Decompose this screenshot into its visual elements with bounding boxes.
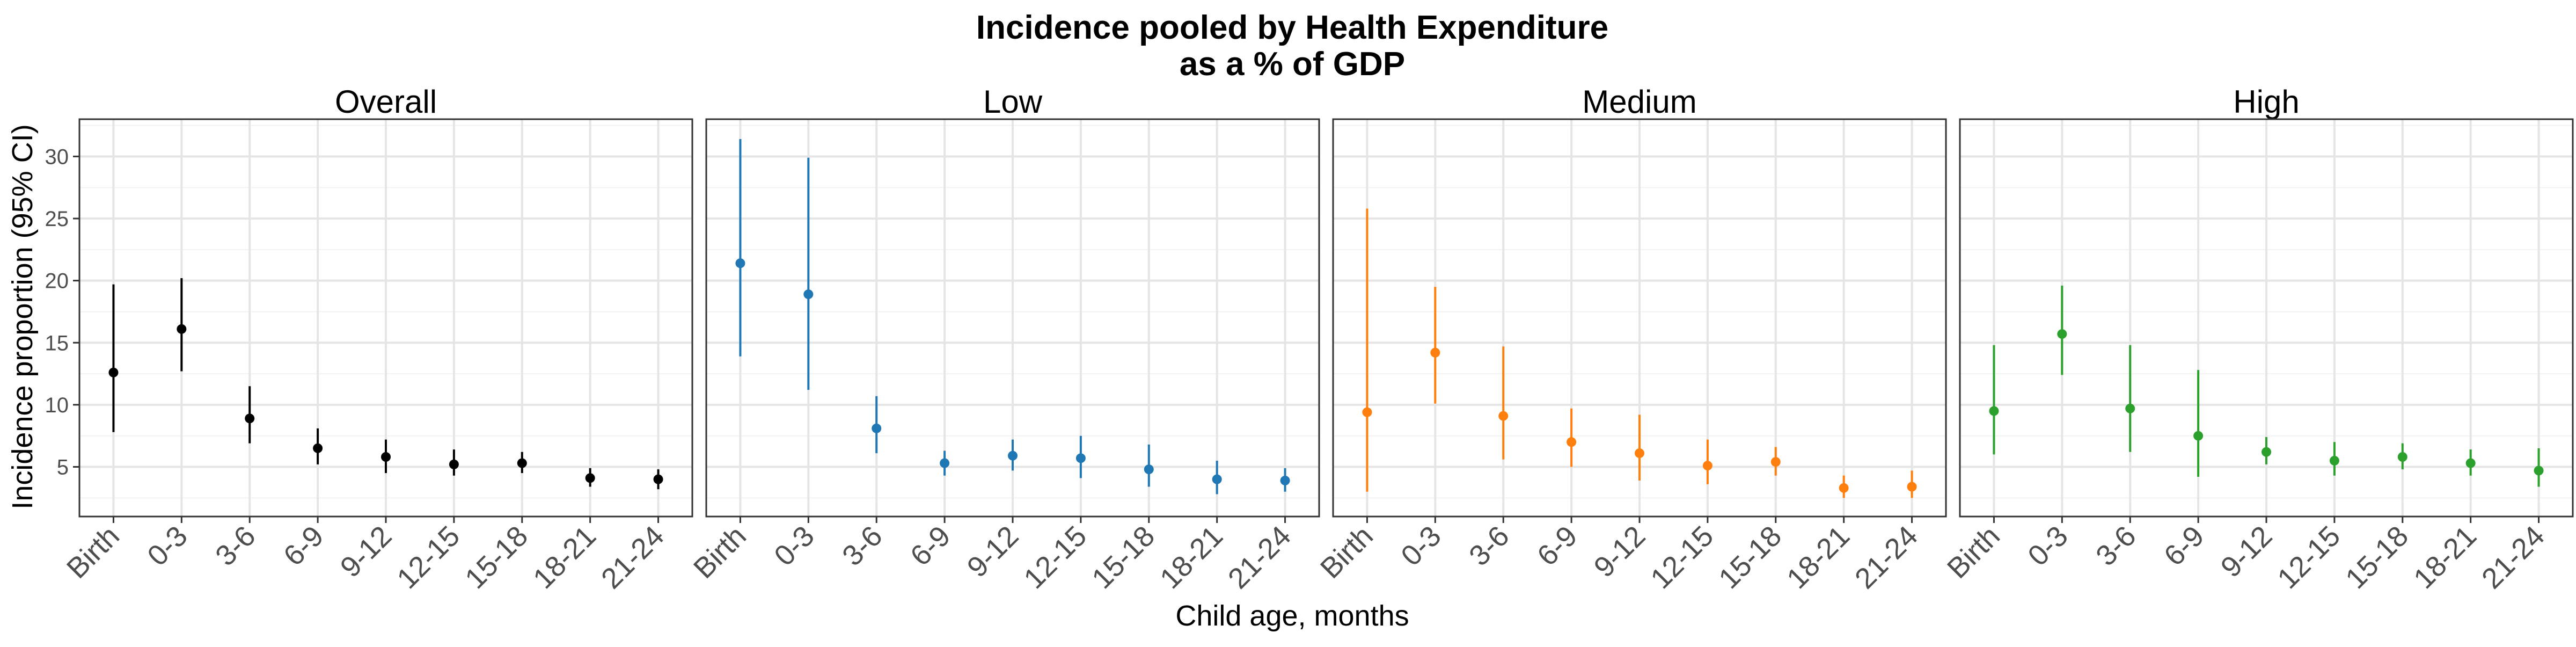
x-tick-label: 6-9 [277,520,330,572]
data-point [108,367,119,377]
data-point [1008,450,1018,461]
data-point [1362,407,1372,417]
data-point [381,452,391,462]
x-tick-label: Birth [1941,520,2006,585]
x-tick-label: 3-6 [1463,520,1516,572]
data-point [1075,453,1086,463]
data-point [653,474,663,484]
data-point [313,443,323,453]
x-tick-label: 21-24 [1849,520,1924,595]
x-tick-label: 15-18 [2339,520,2414,595]
x-tick-label: 3-6 [2090,520,2142,572]
data-point [1907,482,1917,492]
x-tick-label: 0-3 [2022,520,2074,572]
y-tick-label: 30 [45,145,69,169]
data-point [2465,458,2476,468]
data-point [1770,457,1781,467]
x-tick-label: 21-24 [1222,520,1297,595]
data-point [1498,411,1509,421]
panel-title: High [2233,84,2299,120]
data-point [2397,452,2407,462]
x-tick-label: 6-9 [1531,520,1584,572]
x-tick-label: Birth [61,520,126,585]
x-tick-label: 18-21 [2407,520,2483,595]
y-tick-label: 15 [45,331,69,355]
data-point [2057,329,2067,339]
panel-title: Overall [335,84,437,120]
x-tick-label: 12-15 [391,520,466,595]
data-point [2193,431,2204,441]
x-tick-label: 21-24 [595,520,670,595]
data-point [245,413,255,424]
data-point [1280,475,1290,485]
panel-medium: Medium Birth 0-3 3-6 6-9 9-1212-1515-1818-212… [1314,84,1947,595]
data-point [2125,403,2135,413]
x-tick-label: 18-21 [527,520,602,595]
data-point [1839,483,1849,493]
x-axis-label: Child age, months [1175,600,1409,632]
data-point [585,473,595,483]
y-tick-label: 10 [45,394,69,417]
x-tick-label: 6-9 [904,520,957,572]
x-tick-label: Birth [1314,520,1379,585]
data-point [2262,447,2271,457]
x-tick-label: 12-15 [1018,520,1093,595]
y-tick-label: 25 [45,207,69,231]
y-tick-label: 5 [57,456,69,479]
chart-title-line2: as a % of GDP [1180,46,1405,83]
x-tick-label: 9-12 [961,520,1025,584]
x-tick-label: 9-12 [1588,520,1652,584]
x-tick-label: 15-18 [1713,520,1788,595]
x-tick-label: 0-3 [141,520,194,572]
data-point [2329,455,2339,466]
x-tick-label: 9-12 [334,520,398,584]
data-point [449,459,459,469]
x-tick-label: 6-9 [2158,520,2211,572]
data-point [735,258,745,268]
x-tick-label: 15-18 [1086,520,1161,595]
y-axis-label: Incidence proportion (95% CI) [6,124,39,509]
x-tick-label: 3-6 [209,520,262,572]
data-point [1430,347,1440,358]
data-point [872,423,882,433]
panel-high: High Birth 0-3 3-6 6-9 9-1212-1515-1818-2121-… [1941,84,2574,595]
data-point [2534,466,2544,476]
x-tick-label: 0-3 [768,520,821,572]
x-tick-label: Birth [687,520,752,585]
data-point [517,458,527,468]
x-tick-label: 18-21 [1154,520,1229,595]
x-tick-label: 12-15 [2271,520,2346,595]
x-tick-label: 18-21 [1781,520,1856,595]
data-point [803,289,814,300]
data-point [1989,406,1999,416]
data-point [1635,448,1644,459]
x-tick-label: 12-15 [1644,520,1719,595]
x-tick-label: 15-18 [459,520,534,595]
x-tick-label: 21-24 [2476,520,2551,595]
data-point [177,324,187,334]
y-tick-label: 20 [45,270,69,293]
panel-title: Medium [1582,84,1696,120]
data-point [1567,437,1577,447]
data-point [1702,461,1713,471]
chart-title-line1: Incidence pooled by Health Expenditure [976,9,1608,46]
panel-low: Low Birth 0-3 3-6 6-9 9-1212-1515-1818-2121-2… [687,84,1320,595]
data-point [1144,464,1154,475]
data-point [940,458,950,468]
x-tick-label: 9-12 [2215,520,2279,584]
x-tick-label: 0-3 [1395,520,1447,572]
panel-title: Low [983,84,1043,120]
panel-overall: Overall Birth 0-3 3-6 6-9 9-1212-1515-1818-21… [45,84,693,595]
data-point [1212,474,1222,484]
x-tick-label: 3-6 [836,520,889,572]
